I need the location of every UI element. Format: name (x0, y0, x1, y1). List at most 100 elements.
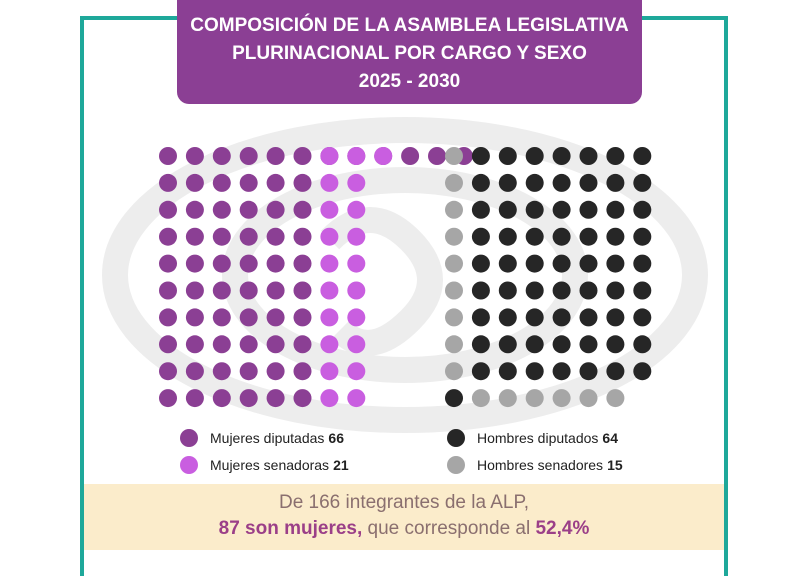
dot-mujer-diputada (159, 254, 177, 273)
dot-hombre-diputado (471, 362, 490, 381)
legend-swatch-mujeres-diputadas (180, 429, 198, 447)
dot-hombre-diputado (471, 227, 490, 246)
dot-mujer-diputada (293, 173, 312, 192)
dot-mujer-diputada (266, 147, 285, 165)
dot-mujer-diputada (159, 173, 177, 192)
dot-hombre-diputado (606, 308, 625, 327)
dot-mujer-diputada (428, 147, 446, 165)
dot-hombre-senador (445, 362, 463, 381)
dot-hombre-diputado (633, 200, 652, 219)
dot-hombre-diputado (525, 308, 544, 327)
dot-mujer-diputada (159, 308, 177, 327)
dot-hombre-diputado (606, 200, 625, 219)
dot-hombre-diputado (525, 281, 544, 300)
dot-hombre-diputado (606, 147, 625, 165)
dot-mujer-diputada (293, 335, 312, 354)
dot-hombre-diputado (525, 254, 544, 273)
legend-swatch-mujeres-senadoras (180, 456, 198, 474)
dot-mujer-diputada (239, 389, 258, 408)
dot-hombre-diputado (633, 173, 652, 192)
dot-hombre-diputado (579, 308, 598, 327)
dot-mujer-diputada (293, 389, 312, 408)
dot-mujer-diputada (293, 254, 312, 273)
dot-hombre-diputado (471, 254, 490, 273)
dot-mujer-senadora (320, 173, 339, 192)
dot-mujer-diputada (185, 389, 204, 408)
dot-hombre-diputado (498, 362, 517, 381)
dot-mujer-diputada (401, 147, 420, 165)
dot-mujer-diputada (212, 254, 231, 273)
dot-mujer-diputada (159, 389, 177, 408)
title-line-1: COMPOSICIÓN DE LA ASAMBLEA LEGISLATIVA (190, 15, 629, 36)
dot-hombre-diputado (498, 200, 517, 219)
dot-mujer-diputada (212, 362, 231, 381)
dot-hombre-senador (471, 389, 490, 408)
legend-label: Mujeres senadoras (210, 457, 330, 473)
dot-mujer-diputada (266, 281, 285, 300)
dot-mujer-diputada (212, 281, 231, 300)
dot-mujer-diputada (266, 227, 285, 246)
dot-mujer-diputada (159, 147, 177, 165)
dot-hombre-diputado (579, 281, 598, 300)
dot-mujer-diputada (185, 362, 204, 381)
dot-mujer-diputada (293, 308, 312, 327)
dot-mujer-diputada (185, 147, 204, 165)
dot-mujer-senadora (320, 335, 339, 354)
dot-hombre-diputado (633, 335, 652, 354)
dot-hombre-diputado (471, 335, 490, 354)
dot-hombre-diputado (525, 200, 544, 219)
dot-mujer-senadora (347, 362, 366, 381)
dot-mujer-diputada (212, 308, 231, 327)
dot-mujer-senadora (347, 308, 366, 327)
summary-highlight-percent: 52,4% (535, 518, 590, 539)
legend-value: 21 (333, 457, 349, 473)
dot-mujer-senadora (347, 254, 366, 273)
dot-mujer-diputada (212, 147, 231, 165)
dot-mujer-diputada (266, 389, 285, 408)
legend-label: Hombres diputados (477, 430, 599, 446)
dot-hombre-senador (445, 173, 463, 192)
title-line-2: PLURINACIONAL POR CARGO Y SEXO (232, 43, 587, 64)
dot-mujer-diputada (159, 335, 177, 354)
dot-mujer-senadora (347, 281, 366, 300)
dot-hombre-senador (579, 389, 598, 408)
dot-hombre-senador (445, 200, 463, 219)
dot-hombre-diputado (445, 389, 463, 408)
summary-line-2: 87 son mujeres, que corresponde al 52,4% (84, 516, 724, 542)
title-line-3: 2025 - 2030 (358, 71, 461, 92)
dot-hombre-diputado (525, 335, 544, 354)
dot-mujer-diputada (185, 173, 204, 192)
legend-value: 66 (328, 430, 344, 446)
dot-mujer-diputada (266, 254, 285, 273)
dot-mujer-diputada (212, 173, 231, 192)
dot-hombre-diputado (498, 308, 517, 327)
dot-hombre-senador (498, 389, 517, 408)
dot-mujer-senadora (347, 335, 366, 354)
dot-mujer-diputada (266, 173, 285, 192)
summary-middle-text: que corresponde al (362, 518, 536, 539)
dot-mujer-diputada (266, 362, 285, 381)
summary-line-1: De 166 integrantes de la ALP, (278, 492, 529, 513)
watermark-logo (102, 117, 708, 433)
dot-hombre-diputado (633, 362, 652, 381)
dot-hombre-diputado (552, 281, 571, 300)
dot-hombre-diputado (606, 227, 625, 246)
dot-hombre-senador (445, 147, 463, 165)
dot-hombre-senador (552, 389, 571, 408)
dot-mujer-diputada (293, 147, 312, 165)
dot-mujer-diputada (239, 335, 258, 354)
dot-hombre-diputado (606, 173, 625, 192)
dot-hombre-diputado (606, 281, 625, 300)
dot-mujer-diputada (159, 227, 177, 246)
dot-hombre-diputado (471, 147, 490, 165)
dot-mujer-diputada (185, 335, 204, 354)
dot-mujer-senadora (347, 200, 366, 219)
dot-hombre-diputado (552, 254, 571, 273)
dot-mujer-senadora (320, 389, 339, 408)
dot-mujer-diputada (293, 227, 312, 246)
dot-mujer-diputada (239, 200, 258, 219)
dot-hombre-senador (445, 308, 463, 327)
dot-hombre-senador (445, 335, 463, 354)
dot-hombre-diputado (498, 254, 517, 273)
dot-hombre-diputado (579, 227, 598, 246)
